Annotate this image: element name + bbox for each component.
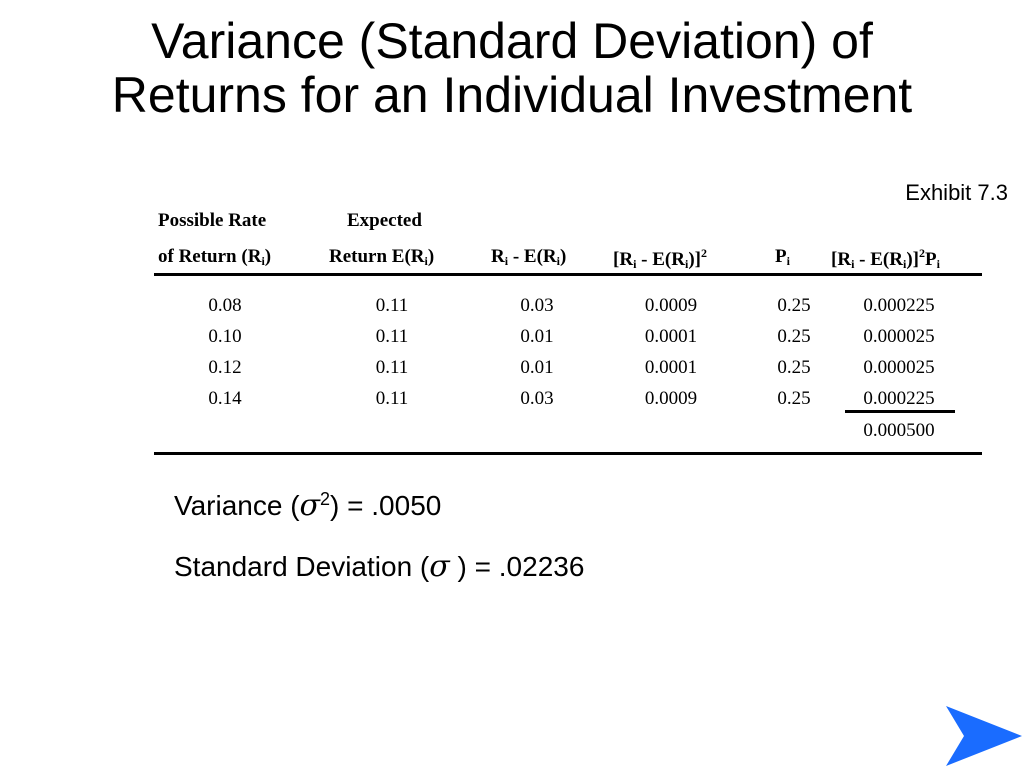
table-cell: 0.11 [375,357,409,378]
exhibit-label: Exhibit 7.3 [905,180,1008,205]
header-probability: Pi [775,246,790,268]
table-cell: 0.12 [208,357,242,378]
total-cell: 0.000500 [863,420,935,441]
table-cell: 0.0009 [644,295,698,316]
stddev-line: Standard Deviation (σ ) = .02236 [174,549,585,584]
slide-title: Variance (Standard Deviation) of Returns… [0,14,1024,122]
table-cell: 0.25 [777,388,811,409]
title-line-2: Returns for an Individual Investment [111,67,913,123]
table-cell: 0.03 [520,388,554,409]
table-cell: 0.000025 [863,326,935,347]
table-cell: 0.25 [777,326,811,347]
table-cell: 0.11 [375,326,409,347]
table-cell: 0.25 [777,357,811,378]
table-cell: 0.08 [208,295,242,316]
sum-rule [845,410,955,413]
header-weighted: [Ri - E(Ri)]2Pi [831,246,940,271]
table-cell: 0.01 [520,326,554,347]
next-arrow-icon[interactable] [944,704,1024,768]
table-cell: 0.0001 [644,326,698,347]
header-deviation: Ri - E(Ri) [491,246,567,268]
table-cell: 0.000225 [863,388,935,409]
table-cell: 0.11 [375,388,409,409]
header-possible-rate: Possible Rate [158,210,267,231]
table-cell: 0.000025 [863,357,935,378]
table-cell: 0.25 [777,295,811,316]
table-cell: 0.0009 [644,388,698,409]
title-line-1: Variance (Standard Deviation) of [151,13,873,69]
table-cell: 0.0001 [644,357,698,378]
header-rule [154,273,982,276]
footer-rule [154,452,982,455]
table-cell: 0.10 [208,326,242,347]
sigma-symbol: σ [299,488,321,523]
table-cell: 0.000225 [863,295,935,316]
table-cell: 0.11 [375,295,409,316]
table-cell: 0.03 [520,295,554,316]
header-of-return: of Return (Ri) [158,246,272,268]
header-squared-deviation: [Ri - E(Ri)]2 [613,246,707,271]
header-return-e: Return E(Ri) [329,246,435,268]
header-expected: Expected [347,210,422,231]
table-cell: 0.14 [208,388,242,409]
table-cell: 0.01 [520,357,554,378]
variance-line: Variance (σ2) = .0050 [174,488,442,523]
sigma-symbol: σ [429,549,450,584]
